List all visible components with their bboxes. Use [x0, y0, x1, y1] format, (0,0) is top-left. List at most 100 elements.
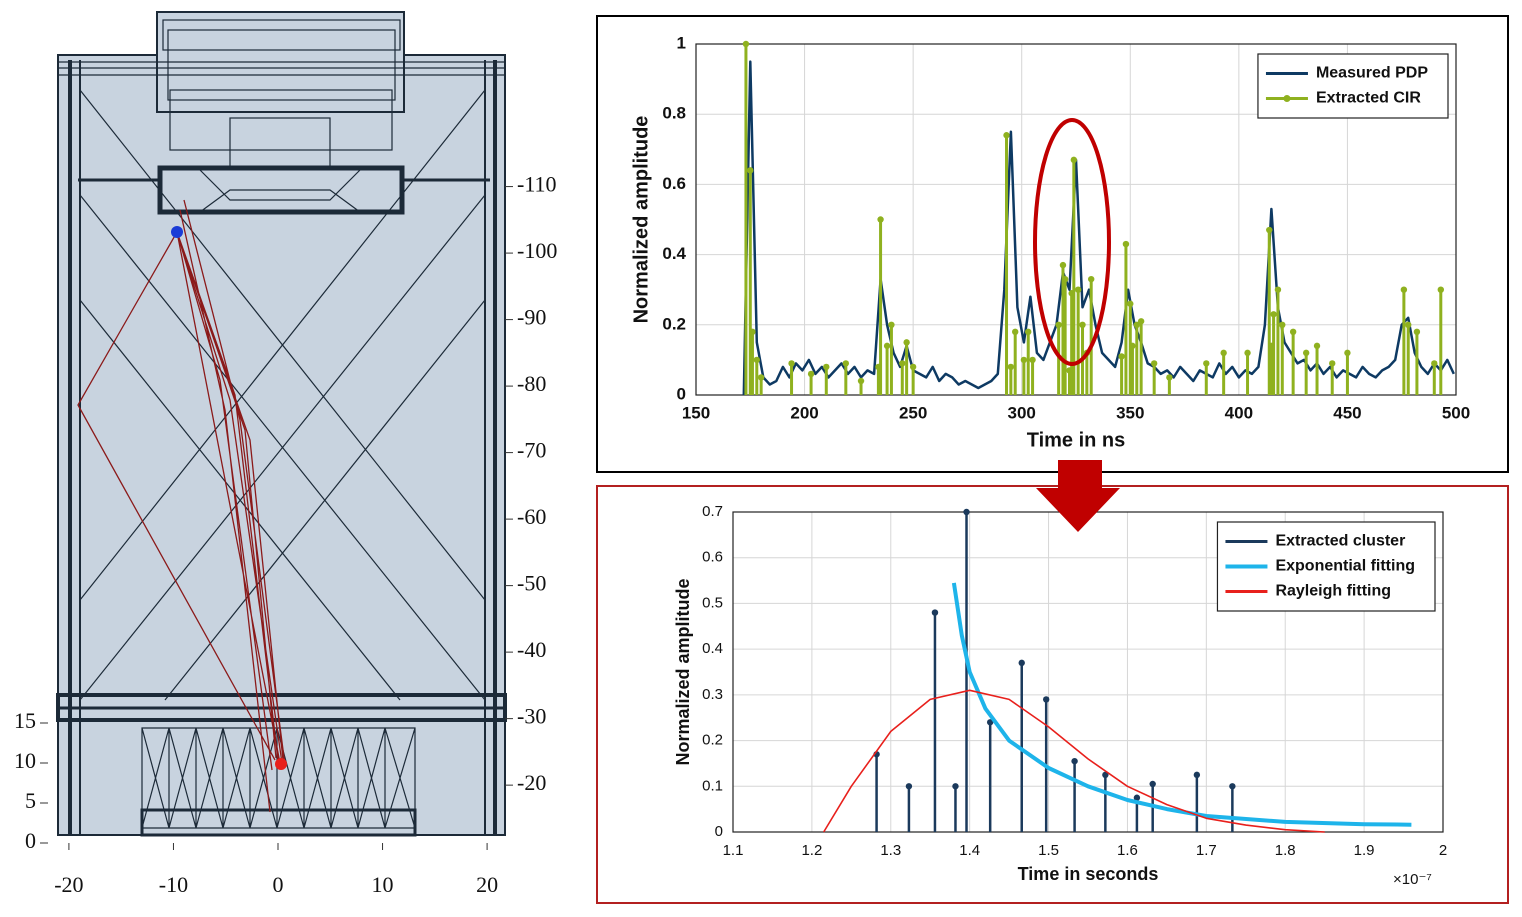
- stem-marker: [1122, 240, 1130, 248]
- x-tick-label: 2: [1439, 842, 1447, 859]
- legend: Extracted cluster Exponential fitting Rayl…: [1216, 521, 1436, 612]
- y-tick-label: 0: [715, 823, 723, 840]
- y-tick-label: 0.4: [662, 244, 686, 263]
- stem-marker: [1437, 286, 1445, 293]
- stem-marker: [1150, 360, 1158, 367]
- stem-marker: [899, 360, 906, 367]
- x-tick-label: 20: [476, 872, 498, 897]
- stem-marker: [1074, 286, 1082, 293]
- stem-marker: [1070, 156, 1078, 164]
- y2-tick-label: -80: [517, 371, 546, 396]
- stem-marker: [1400, 286, 1408, 293]
- stem-marker: [1149, 780, 1156, 788]
- y-tick-label: 10: [14, 748, 36, 773]
- stem-marker: [1244, 349, 1251, 357]
- stem-marker: [857, 377, 865, 385]
- y2-tick-label: -30: [517, 704, 546, 729]
- y-tick-label: 0.5: [702, 594, 723, 611]
- y-tick-label: 0: [677, 384, 686, 403]
- stem-marker: [1007, 363, 1015, 371]
- y2-tick-label: -60: [517, 504, 546, 529]
- stem-marker: [1102, 771, 1109, 779]
- stem-marker: [1431, 360, 1438, 367]
- x-tick-label: 150: [682, 403, 710, 422]
- legend-label: Exponential fitting: [1275, 558, 1415, 575]
- y-tick-label: 0.2: [702, 732, 723, 749]
- x-tick-label: 200: [790, 403, 818, 422]
- stem-marker: [1055, 321, 1062, 328]
- x-axis-label: Time in seconds: [1018, 864, 1159, 884]
- y-tick-label: 0.1: [702, 777, 723, 794]
- stem-marker: [1137, 318, 1145, 325]
- x-tick-label: 450: [1333, 403, 1361, 422]
- stem-marker: [931, 609, 939, 616]
- series-line: [951, 582, 1412, 827]
- x-tick-label: 350: [1116, 403, 1144, 422]
- y-tick-label: 0.2: [662, 314, 686, 333]
- y2-tick-label: -20: [517, 770, 546, 795]
- stem-marker: [1061, 275, 1069, 283]
- legend-label: Extracted cluster: [1275, 533, 1405, 550]
- stem-marker: [747, 167, 754, 174]
- y-tick-label: 15: [14, 708, 36, 733]
- stem-marker: [1220, 349, 1227, 357]
- y2-tick-label: -50: [517, 571, 546, 596]
- y-axis-label: Normalized amplitude: [630, 116, 652, 324]
- stem-marker: [1313, 342, 1321, 350]
- series-line: [742, 60, 1455, 396]
- stem-marker: [909, 363, 917, 371]
- x-tick-label: 10: [372, 872, 394, 897]
- x-tick-label: 1.4: [959, 842, 980, 859]
- y-tick-label: 0.8: [662, 104, 686, 123]
- x-tick-label: -20: [54, 872, 83, 897]
- y2-tick-label: -100: [517, 238, 557, 263]
- stem-marker: [1133, 321, 1141, 328]
- stem-marker: [1413, 328, 1421, 336]
- y2-tick-label: -110: [517, 172, 557, 197]
- stem-marker: [1029, 356, 1036, 364]
- stem-marker: [742, 40, 750, 48]
- legend-label: Rayleigh fitting: [1275, 583, 1391, 600]
- stem-marker: [1020, 356, 1028, 364]
- x-tick-label: 300: [1008, 403, 1036, 422]
- ray-tracing-model: [56, 11, 507, 837]
- x-tick-label: 0: [273, 872, 284, 897]
- stem-marker: [1127, 300, 1134, 307]
- stem-marker: [1003, 132, 1010, 139]
- y-tick-label: 0.6: [662, 174, 686, 193]
- stem-marker: [1193, 771, 1201, 779]
- stem-marker: [952, 783, 959, 790]
- stem-marker: [903, 339, 910, 346]
- stem-marker: [749, 328, 756, 336]
- legend-label: Measured PDP: [1316, 65, 1428, 82]
- stem-marker: [1133, 794, 1141, 801]
- arrow: [1036, 460, 1120, 532]
- y-tick-label: 0.7: [702, 503, 723, 520]
- stem-marker: [1129, 342, 1136, 350]
- stem-marker: [807, 370, 815, 378]
- plot-frame: [695, 43, 1457, 396]
- stem-marker: [1229, 783, 1236, 790]
- stem-marker: [1088, 275, 1095, 283]
- stem-marker: [1025, 328, 1032, 336]
- y-axis-label: Normalized amplitude: [673, 578, 693, 765]
- stem-marker: [1079, 321, 1086, 328]
- x-tick-label: 1.1: [723, 842, 744, 859]
- stem-marker: [753, 356, 760, 364]
- x-tick-label: 1.5: [1038, 842, 1059, 859]
- stem-marker: [905, 783, 913, 790]
- stem-marker: [757, 374, 765, 381]
- legend: Measured PDP Extracted CIR: [1257, 53, 1449, 119]
- plots: -20 -10 0 10 20051015-20-30-40-50-60-70-80-9…: [14, 33, 1470, 897]
- stem-marker: [1302, 349, 1310, 357]
- stem-marker: [1270, 311, 1277, 318]
- stem-marker: [1274, 286, 1282, 293]
- x-tick-label: 1.8: [1275, 842, 1296, 859]
- stem-marker: [888, 321, 895, 328]
- x-tick-label: 1.3: [880, 842, 901, 859]
- highlight-ellipse: [1033, 118, 1111, 366]
- stem-marker: [1203, 360, 1210, 367]
- stem-marker: [1118, 353, 1125, 360]
